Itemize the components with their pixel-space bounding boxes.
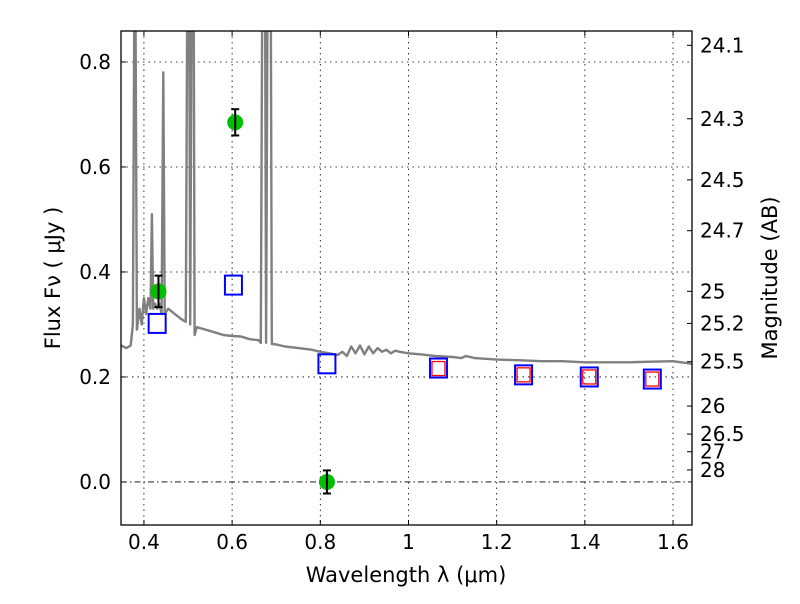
synthetic-photometry-marker: [431, 360, 446, 377]
model-photometry-marker: [428, 357, 448, 379]
y2-tick-label: 24.7: [700, 219, 745, 243]
x-tick-label: 0.8: [304, 530, 336, 554]
model-photometry-marker: [223, 274, 243, 296]
x-tick-label: 1.2: [481, 530, 513, 554]
y2-tick-label: 28: [700, 458, 725, 482]
y2-tick-label: 25: [700, 279, 725, 303]
y2-tick-label: 25.2: [700, 311, 745, 335]
y-tick-label: 0.4: [79, 260, 111, 284]
synthetic-photometry-marker: [645, 371, 660, 387]
x-axis: 0.4 0.6 0.8 1 1.2 1.4 1.6: [128, 31, 689, 554]
x-tick-label: 0.4: [128, 530, 160, 554]
x-tick-label: 0.6: [216, 530, 248, 554]
y2-axis-label: Magnitude (AB): [758, 196, 782, 359]
y-tick-label: 0.2: [79, 365, 111, 389]
y2-tick-label: 24.1: [700, 33, 745, 57]
model-photometry-marker: [317, 353, 337, 375]
x-tick-label: 1: [402, 530, 415, 554]
y-axis: 0.0 0.2 0.4 0.6 0.8: [79, 50, 126, 494]
y2-tick-label: 24.3: [700, 107, 745, 131]
y-tick-label: 0.0: [79, 470, 111, 494]
synthetic-photometry-marker: [582, 369, 597, 385]
synthetic-photometry-marker: [516, 367, 531, 383]
x-tick-label: 1.6: [657, 530, 689, 554]
y-axis-label: Flux Fν ( μJy ): [41, 207, 65, 350]
y2-tick-label: 25.5: [700, 350, 745, 374]
grid-lines: [121, 31, 692, 525]
y-tick-label: 0.8: [79, 50, 111, 74]
model-photometry-marker: [147, 312, 167, 334]
y2-tick-label: 26.5: [700, 422, 745, 446]
model-spectrum-line: [121, 31, 692, 365]
x-axis-label: Wavelength λ (μm): [306, 563, 507, 587]
axes-frame: [120, 30, 693, 526]
model-photometry-marker: [514, 364, 534, 386]
y2-tick-label: 24.5: [700, 168, 745, 192]
model-photometry-marker: [579, 366, 599, 388]
y-tick-label: 0.6: [79, 155, 111, 179]
y2-tick-label: 27: [700, 440, 725, 464]
model-photometry-marker: [642, 368, 662, 390]
y2-tick-label: 26: [700, 394, 725, 418]
x-tick-label: 1.4: [569, 530, 601, 554]
plot-area: [121, 31, 692, 495]
